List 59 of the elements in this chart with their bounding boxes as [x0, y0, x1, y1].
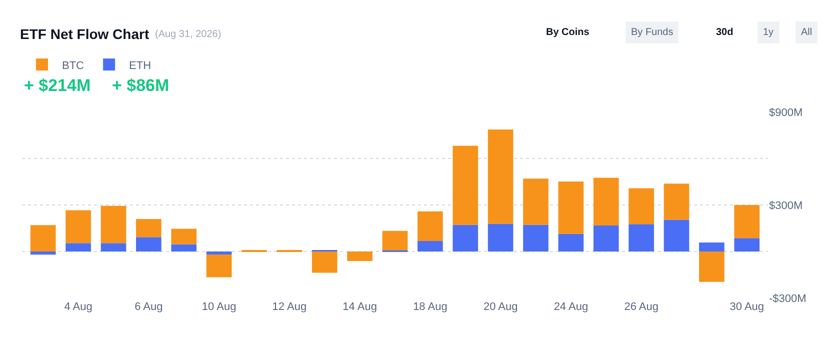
bar — [593, 225, 619, 252]
bar — [347, 252, 372, 261]
bar — [30, 225, 56, 252]
legend-label: ETH — [129, 60, 152, 72]
bar — [66, 243, 91, 252]
bar — [418, 211, 443, 241]
bar — [100, 206, 126, 244]
x-tick-label: 30 Aug — [730, 301, 764, 313]
bar — [628, 188, 654, 224]
bar — [418, 240, 443, 252]
x-tick-label: 18 Aug — [413, 301, 448, 313]
bar — [171, 228, 197, 244]
bar — [171, 244, 197, 252]
bar — [488, 224, 514, 252]
x-tick-label: 26 Aug — [624, 301, 658, 313]
text: 1y — [763, 27, 774, 38]
text: All — [801, 27, 812, 38]
text: + $214M — [24, 76, 91, 95]
bar — [452, 224, 478, 252]
bar — [206, 254, 232, 278]
x-tick-label: 24 Aug — [554, 301, 588, 313]
x-tick-label: 14 Aug — [342, 301, 377, 313]
bar — [664, 184, 690, 220]
text: 30d — [716, 27, 734, 38]
legend-label: BTC — [62, 60, 84, 72]
chart-title: ETF Net Flow Chart — [20, 26, 150, 42]
y-tick-label: $900M — [769, 106, 803, 119]
bar — [382, 230, 408, 250]
bar — [66, 210, 91, 244]
bar — [664, 220, 690, 252]
text: By Coins — [546, 27, 590, 38]
bar — [136, 218, 162, 238]
text: + $86M — [112, 76, 170, 95]
x-tick-label: 10 Aug — [202, 301, 236, 313]
bar — [558, 181, 584, 234]
x-tick-label: 20 Aug — [483, 301, 518, 313]
y-tick-label: $300M — [769, 200, 803, 212]
bar — [523, 178, 548, 225]
bar — [206, 252, 232, 254]
bar — [452, 146, 478, 225]
bar — [488, 130, 514, 224]
bar — [699, 242, 724, 252]
bar — [593, 178, 619, 226]
bar — [523, 224, 548, 252]
bar — [100, 243, 126, 252]
x-tick-label: 6 Aug — [134, 301, 163, 313]
bar — [30, 252, 56, 255]
bar — [312, 252, 338, 273]
x-tick-label: 12 Aug — [272, 301, 307, 313]
bar — [734, 238, 760, 252]
chart-subtitle: (Aug 31, 2026) — [155, 29, 222, 40]
bar — [628, 224, 654, 252]
y-tick-label: -$300M — [769, 292, 806, 305]
bar — [136, 237, 162, 252]
bar — [558, 234, 584, 252]
x-tick-label: 4 Aug — [64, 301, 92, 313]
text: By Funds — [631, 27, 674, 38]
bar — [699, 252, 724, 282]
bar — [734, 205, 760, 238]
